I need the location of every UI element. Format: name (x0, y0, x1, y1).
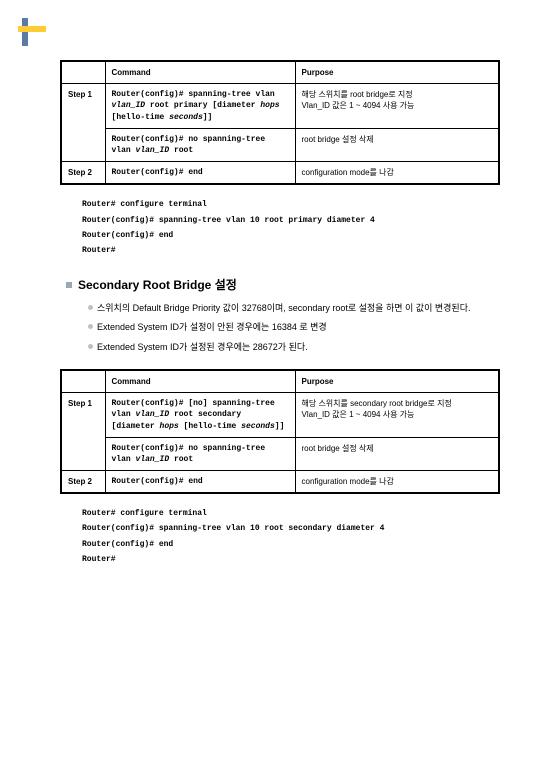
cell-purpose: root bridge 설정 삭제 (295, 128, 499, 161)
th-empty (61, 370, 105, 393)
dot-icon (88, 324, 93, 329)
cell-step: Step 1 (61, 393, 105, 471)
terminal-line: Router# configure terminal (82, 197, 500, 212)
cell-command: Router(config)# [no] spanning-tree vlan … (105, 393, 295, 438)
cell-step: Step 2 (61, 162, 105, 185)
cell-step: Step 2 (61, 471, 105, 494)
table-row: Step 2 Router(config)# end configuration… (61, 471, 499, 494)
list-item: Extended System ID가 설정이 안된 경우에는 16384 로 … (88, 320, 500, 335)
section-title-text: Secondary Root Bridge 설정 (78, 276, 237, 293)
dot-icon (88, 305, 93, 310)
list-item-text: Extended System ID가 설정이 안된 경우에는 16384 로 … (97, 320, 327, 335)
table-header-row: Command Purpose (61, 61, 499, 84)
command-table-1: Command Purpose Step 1 Router(config)# s… (60, 60, 500, 185)
cell-command: Router(config)# no spanning-tree vlan vl… (105, 437, 295, 470)
cell-command: Router(config)# end (105, 162, 295, 185)
table-row: Step 1 Router(config)# [no] spanning-tre… (61, 393, 499, 438)
dot-icon (88, 344, 93, 349)
table-row: Router(config)# no spanning-tree vlan vl… (61, 437, 499, 470)
table-row: Step 2 Router(config)# end configuration… (61, 162, 499, 185)
cell-command: Router(config)# no spanning-tree vlan vl… (105, 128, 295, 161)
table-row: Step 1 Router(config)# spanning-tree vla… (61, 84, 499, 129)
terminal-line: Router# (82, 243, 500, 258)
terminal-block-1: Router# configure terminal Router(config… (82, 197, 500, 258)
page-content: Command Purpose Step 1 Router(config)# s… (0, 0, 540, 605)
th-empty (61, 61, 105, 84)
list-item: Extended System ID가 설정된 경우에는 28672가 된다. (88, 340, 500, 355)
th-command: Command (105, 370, 295, 393)
square-bullet-icon (66, 282, 72, 288)
terminal-line: Router(config)# end (82, 537, 500, 552)
list-item-text: Extended System ID가 설정된 경우에는 28672가 된다. (97, 340, 308, 355)
cell-purpose: configuration mode를 나감 (295, 162, 499, 185)
terminal-line: Router(config)# spanning-tree vlan 10 ro… (82, 213, 500, 228)
terminal-line: Router(config)# end (82, 228, 500, 243)
description-list: 스위치의 Default Bridge Priority 값이 32768이며,… (88, 301, 500, 355)
cell-purpose: root bridge 설정 삭제 (295, 437, 499, 470)
terminal-line: Router# configure terminal (82, 506, 500, 521)
list-item: 스위치의 Default Bridge Priority 값이 32768이며,… (88, 301, 500, 316)
table-header-row: Command Purpose (61, 370, 499, 393)
table-row: Router(config)# no spanning-tree vlan vl… (61, 128, 499, 161)
th-command: Command (105, 61, 295, 84)
cell-purpose: 해당 스위치를 root bridge로 지정Vlan_ID 값은 1 ~ 40… (295, 84, 499, 129)
th-purpose: Purpose (295, 370, 499, 393)
cell-step: Step 1 (61, 84, 105, 162)
th-purpose: Purpose (295, 61, 499, 84)
cell-command: Router(config)# end (105, 471, 295, 494)
corner-h-bar (18, 26, 46, 32)
corner-decoration (18, 18, 48, 48)
terminal-block-2: Router# configure terminal Router(config… (82, 506, 500, 567)
terminal-line: Router(config)# spanning-tree vlan 10 ro… (82, 521, 500, 536)
list-item-text: 스위치의 Default Bridge Priority 값이 32768이며,… (97, 301, 470, 316)
cell-command: Router(config)# spanning-tree vlan vlan_… (105, 84, 295, 129)
cell-purpose: 해당 스위치를 secondary root bridge로 지정Vlan_ID… (295, 393, 499, 438)
command-table-2: Command Purpose Step 1 Router(config)# [… (60, 369, 500, 494)
corner-v-bar (22, 18, 28, 46)
section-title: Secondary Root Bridge 설정 (66, 276, 500, 293)
terminal-line: Router# (82, 552, 500, 567)
cell-purpose: configuration mode를 나감 (295, 471, 499, 494)
